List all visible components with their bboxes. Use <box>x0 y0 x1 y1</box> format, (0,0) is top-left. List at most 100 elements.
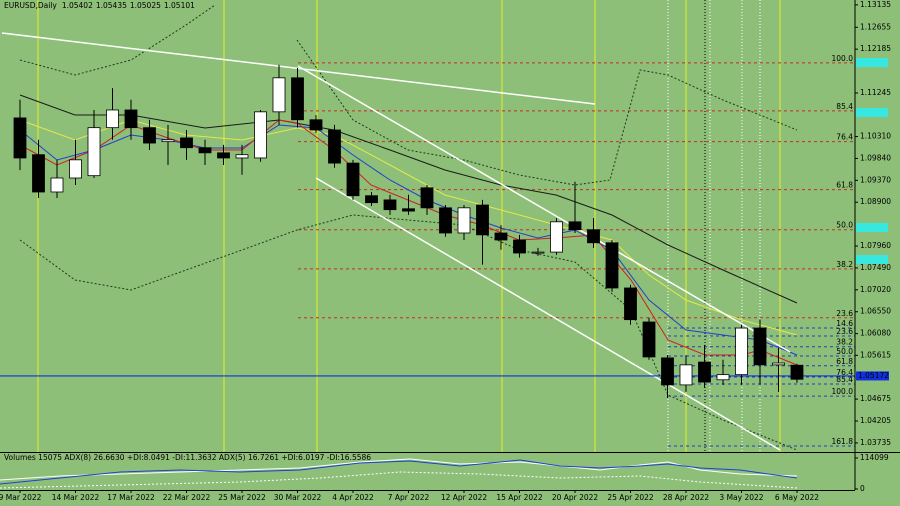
level-highlight <box>856 255 888 264</box>
candle-body <box>198 147 212 154</box>
y-tick-label: 1.09840 <box>860 153 891 162</box>
x-tick-label: 4 Apr 2022 <box>332 493 374 502</box>
y-tick-label: 1.07490 <box>860 263 891 272</box>
candle-body <box>383 199 397 211</box>
adx-fast-line <box>0 471 798 489</box>
candle-body <box>753 327 767 366</box>
candle-body <box>291 77 304 121</box>
y-tick-label: 1.12185 <box>860 44 891 53</box>
candle-body <box>513 239 526 254</box>
candle-body <box>272 77 286 113</box>
x-tick-label: 25 Apr 2022 <box>607 493 654 502</box>
ma-slow <box>19 94 798 304</box>
price-axis: 1.13135 1.12655 1.12185 1.11245 1.10310 1.098… <box>855 0 891 447</box>
x-tick-label: 12 Apr 2022 <box>441 493 488 502</box>
candle-body <box>161 139 175 143</box>
candle-body <box>698 361 711 383</box>
x-tick-label: 9 Mar 2022 <box>0 493 42 502</box>
candle-body <box>494 232 508 241</box>
ma-yellow <box>19 119 798 336</box>
x-tick-label: 22 Mar 2022 <box>163 493 211 502</box>
candle-body <box>217 152 230 159</box>
fib-label: 76.4 <box>836 368 853 377</box>
candle-body <box>439 207 452 234</box>
header-open: 1.05402 <box>62 1 93 10</box>
panel-tick-label: 0 <box>860 484 865 493</box>
candle-body <box>180 137 193 149</box>
current-price-box <box>856 371 889 381</box>
candle-body <box>365 195 378 204</box>
fib-label: 61.8 <box>836 181 853 190</box>
candle-body <box>402 208 415 212</box>
x-tick-label: 28 Apr 2022 <box>663 493 710 502</box>
candle-body <box>346 162 360 197</box>
channel-upper <box>297 65 791 353</box>
candle-body <box>124 109 138 129</box>
candle-body <box>531 251 545 254</box>
candle-body <box>735 327 748 376</box>
candle-body <box>69 159 82 179</box>
fib-label: 61.8 <box>836 357 853 366</box>
x-tick-label: 17 Mar 2022 <box>107 493 155 502</box>
candle-body <box>772 362 785 366</box>
candle-body <box>254 111 267 159</box>
level-highlight <box>856 223 888 232</box>
y-tick-label: 1.08900 <box>860 197 891 206</box>
y-tick-label: 1.07020 <box>860 285 891 294</box>
candle-body <box>50 177 64 193</box>
trend-line <box>1 32 596 105</box>
y-tick-label: 1.04675 <box>860 394 891 403</box>
level-highlight <box>856 58 888 67</box>
di-line <box>0 459 798 485</box>
indicator-axis: 0 114099 <box>855 453 889 493</box>
indicator-label: Volumes 15075 ADX(8) 26.6630 +DI:8.0491 … <box>4 453 371 462</box>
adx-line <box>0 458 798 481</box>
fib-label: 100.0 <box>832 387 854 396</box>
fib-label: 50.0 <box>836 221 853 230</box>
header-low: 1.05025 <box>130 1 161 10</box>
x-tick-label: 20 Apr 2022 <box>552 493 599 502</box>
candle-body <box>87 127 101 177</box>
channel-lower <box>315 177 781 451</box>
chart-header: EURUSD,Daily 1.05402 1.05435 1.05025 1.05101 <box>4 1 195 10</box>
header-close: 1.05101 <box>164 1 195 10</box>
fib-label: 23.6 <box>836 309 853 318</box>
candle-body <box>13 117 27 159</box>
candle-body <box>457 207 471 234</box>
bollinger-lower <box>19 214 798 451</box>
fib-label: 76.4 <box>836 133 853 142</box>
candle-body <box>568 221 582 231</box>
y-tick-label: 1.09370 <box>860 175 891 184</box>
fib-label: 38.2 <box>836 338 853 347</box>
fib-label: 23.6 <box>836 327 853 336</box>
axis-highlights <box>856 58 888 264</box>
trend-lines <box>1 32 791 451</box>
fib-label: 85.4 <box>836 102 853 111</box>
x-tick-label: 7 Apr 2022 <box>388 493 430 502</box>
level-highlight <box>856 108 888 117</box>
x-tick-label: 14 Mar 2022 <box>52 493 100 502</box>
x-tick-label: 6 May 2022 <box>775 493 819 502</box>
candle-body <box>624 287 637 321</box>
candle-body <box>790 364 804 380</box>
header-symbol: EURUSD,Daily <box>4 1 57 10</box>
y-tick-label: 1.05615 <box>860 350 891 359</box>
fib-label: 100.0 <box>832 54 854 63</box>
x-tick-label: 30 Mar 2022 <box>274 493 322 502</box>
y-tick-label: 1.10310 <box>860 132 891 141</box>
candle-body <box>476 204 489 236</box>
candle-body <box>106 109 119 129</box>
y-tick-label: 1.13135 <box>860 0 891 9</box>
candle-body <box>32 154 45 193</box>
fib-label: 161.8 <box>832 437 854 446</box>
period-separators <box>37 0 781 452</box>
fibonacci-levels: 100.085.476.461.850.038.223.614.623.638.… <box>298 54 855 447</box>
candle-body <box>235 154 249 159</box>
y-tick-label: 1.03735 <box>860 438 891 447</box>
y-tick-label: 1.11245 <box>860 88 891 97</box>
candles <box>13 64 804 398</box>
y-tick-label: 1.06080 <box>860 329 891 338</box>
